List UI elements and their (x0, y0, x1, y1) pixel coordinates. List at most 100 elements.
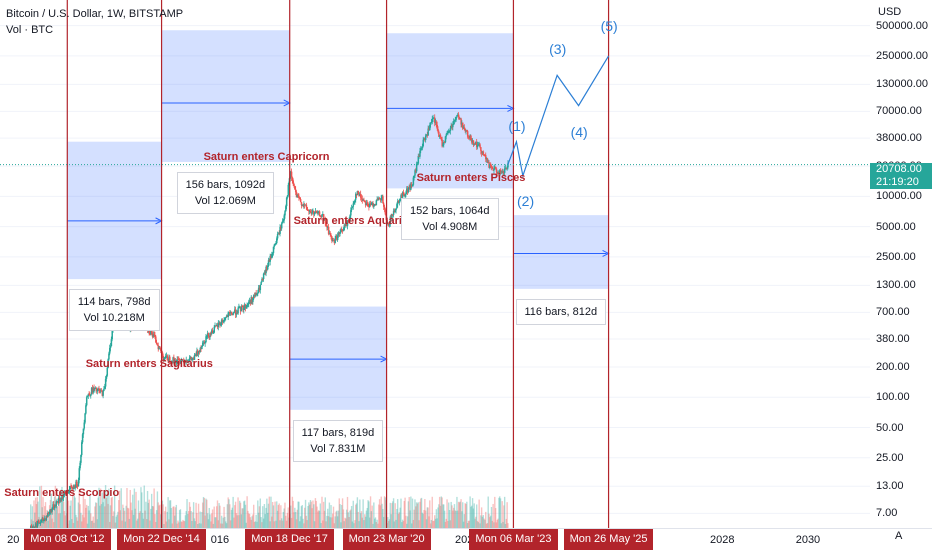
candle-body (91, 388, 94, 393)
candle-body (81, 434, 84, 443)
candle-body (342, 230, 345, 232)
volume-bar (313, 504, 315, 528)
volume-bar (496, 519, 498, 528)
candle-body (207, 333, 210, 337)
candle-body (356, 190, 359, 196)
candle-body (252, 298, 254, 303)
volume-bar (390, 514, 392, 528)
volume-bar (473, 503, 475, 528)
volume-bar (470, 506, 472, 528)
candle-body (471, 140, 474, 143)
volume-bar (192, 512, 194, 528)
candle-body (164, 355, 167, 359)
candle-body (446, 133, 448, 135)
volume-bar (77, 502, 80, 528)
volume-bar (327, 516, 330, 528)
volume-bar (331, 517, 333, 528)
candle-body (169, 356, 171, 363)
volume-bar (432, 520, 434, 528)
candle-body (313, 213, 316, 215)
volume-bar (150, 493, 153, 528)
volume-bar (379, 505, 382, 528)
volume-bar (389, 502, 391, 528)
volume-bar (413, 509, 415, 528)
candle-body (205, 336, 207, 343)
volume-bar (367, 500, 369, 528)
volume-bar (299, 516, 302, 528)
volume-bar (403, 501, 405, 528)
candle-body (265, 266, 267, 274)
volume-bar (358, 521, 360, 528)
volume-bar (197, 523, 199, 528)
candle-body (360, 197, 363, 199)
candle-body (92, 387, 95, 393)
candle-body (382, 196, 384, 204)
candle-body (178, 359, 181, 364)
candle-body (499, 170, 501, 176)
symbol-title[interactable]: Bitcoin / U.S. Dollar, 1W, BITSTAMP (6, 8, 184, 20)
volume-bar (71, 518, 73, 528)
range-volume-label: Vol 12.069M (194, 194, 256, 207)
volume-bar (336, 510, 338, 528)
volume-bar (393, 521, 396, 528)
volume-bar (91, 520, 94, 528)
elliott-wave-path (507, 55, 610, 179)
chart-plot-area[interactable] (0, 0, 870, 528)
volume-bar (323, 510, 326, 528)
volume-bar (142, 518, 145, 528)
volume-bar (370, 511, 373, 528)
volume-bar (162, 504, 164, 528)
candle-body (37, 520, 39, 524)
event-date-tag: Mon 26 May '25 (563, 529, 654, 550)
event-date-tag: Mon 06 Mar '23 (469, 529, 558, 550)
candle-body (407, 187, 410, 192)
volume-bar (94, 506, 96, 528)
volume-bar (317, 511, 319, 528)
volume-bar (286, 512, 289, 528)
candle-body (327, 226, 330, 234)
volume-bar (314, 498, 317, 528)
volume-bar (276, 501, 278, 528)
volume-bar (240, 514, 243, 528)
volume-bar (507, 523, 509, 528)
volume-bar (452, 507, 455, 528)
candle-body (355, 193, 358, 196)
candle-body (90, 394, 92, 396)
volume-bar (156, 491, 159, 528)
candle-body (232, 313, 234, 315)
volume-bar (39, 486, 41, 528)
candle-body (299, 198, 301, 200)
volume-bar (454, 510, 456, 528)
volume-label[interactable]: Vol · BTC (6, 24, 54, 36)
auto-scale-button[interactable]: A (895, 530, 903, 542)
volume-bar (355, 503, 358, 528)
volume-bar (412, 519, 415, 528)
candle-body (55, 501, 58, 507)
volume-bar (89, 495, 91, 528)
volume-bar (164, 506, 167, 528)
volume-bar (238, 515, 240, 528)
candle-body (418, 156, 420, 158)
candle-body (500, 171, 503, 173)
volume-bar (42, 497, 44, 528)
volume-bar (103, 498, 105, 528)
candle-body (160, 348, 162, 351)
volume-bar (308, 504, 311, 528)
chart-svg[interactable] (0, 0, 870, 528)
volume-bar (248, 513, 250, 528)
candle-body (308, 209, 310, 212)
volume-bar (364, 514, 366, 528)
candle-body (468, 137, 471, 139)
candle-body (417, 156, 420, 164)
volume-bar (60, 489, 62, 528)
volume-bar (380, 496, 382, 528)
candle-body (62, 494, 65, 498)
candle-body (266, 266, 268, 270)
candle-body (243, 304, 246, 309)
volume-bar (428, 516, 430, 528)
time-axis[interactable] (0, 528, 932, 550)
range-info-box: 116 bars, 812d (515, 298, 607, 325)
volume-bar (345, 509, 348, 528)
price-tick-label: 500000.00 (876, 19, 928, 32)
candle-body (308, 211, 311, 213)
